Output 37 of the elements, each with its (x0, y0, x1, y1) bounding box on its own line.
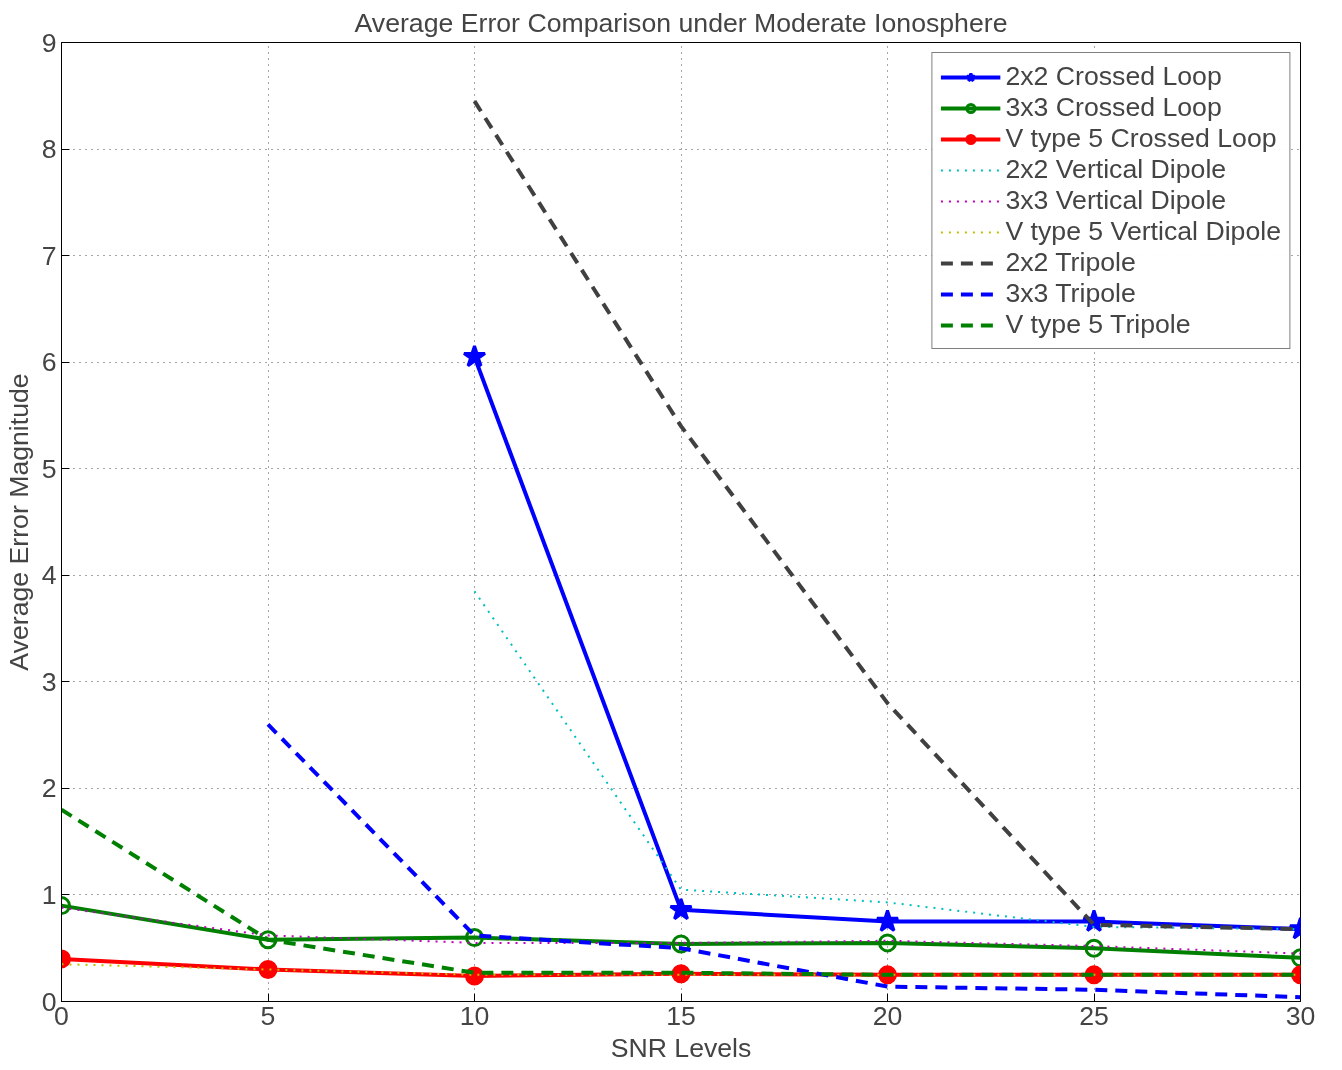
line-series (61, 906, 1301, 955)
point (875, 909, 900, 932)
x-tick-label: 25 (1079, 1000, 1109, 1031)
point (462, 344, 487, 368)
legend-label: 2x2 Vertical Dipole (1005, 154, 1227, 185)
y-tick-label: 6 (41, 347, 57, 378)
legend-label: 2x2 Tripole (1005, 247, 1136, 278)
x-tick-label: 20 (872, 1000, 903, 1031)
legend-label: 3x3 Vertical Dipole (1005, 185, 1227, 216)
point (669, 897, 693, 921)
y-tick-label: 2 (41, 773, 57, 804)
y-tick-label: 4 (41, 560, 57, 591)
legend-label: V type 5 Crossed Loop (1005, 123, 1277, 154)
y-tick-label: 9 (41, 27, 57, 58)
x-tick-label: 10 (459, 1000, 490, 1031)
legend-label: V type 5 Vertical Dipole (1005, 216, 1281, 247)
y-tick-label: 8 (41, 134, 57, 165)
legend-label: 3x3 Crossed Loop (1005, 92, 1222, 123)
point (671, 934, 691, 954)
y-tick-label: 7 (41, 240, 57, 271)
point (878, 933, 897, 953)
point (1084, 938, 1104, 958)
y-tick-label: 1 (41, 879, 57, 910)
legend-label: 2x2 Crossed Loop (1005, 61, 1222, 92)
y-tick-label: 5 (41, 453, 57, 484)
y-tick-label: 3 (41, 666, 57, 697)
legend-label: 3x3 Tripole (1005, 278, 1136, 309)
x-tick-label: 5 (260, 1000, 276, 1031)
x-tick-label: 15 (666, 1000, 696, 1031)
point (258, 960, 278, 980)
line-series (266, 722, 1301, 1000)
point (258, 930, 278, 950)
legend-label: V type 5 Tripole (1005, 309, 1191, 340)
x-axis-title: SNR Levels (610, 1032, 752, 1063)
y-axis-title: Average Error Magnitude (3, 373, 34, 671)
x-tick-label: 30 (1285, 1000, 1316, 1031)
chart-title: Average Error Comparison under Moderate Ionosphere (354, 7, 1008, 38)
